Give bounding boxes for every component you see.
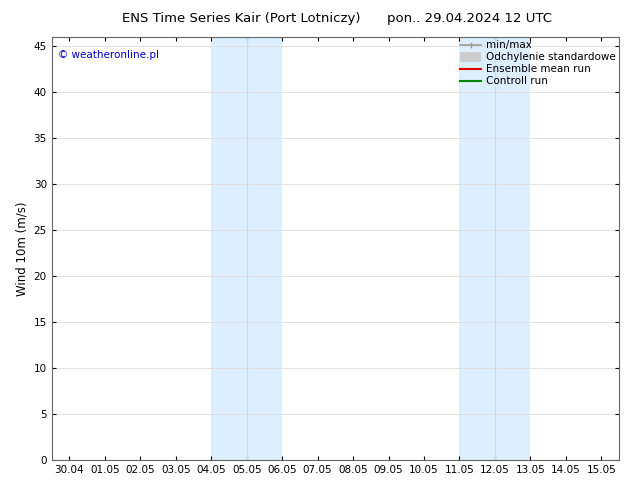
Bar xyxy=(460,37,531,460)
Text: ENS Time Series Kair (Port Lotniczy): ENS Time Series Kair (Port Lotniczy) xyxy=(122,12,360,25)
Text: © weatheronline.pl: © weatheronline.pl xyxy=(58,50,160,60)
Text: pon.. 29.04.2024 12 UTC: pon.. 29.04.2024 12 UTC xyxy=(387,12,552,25)
Legend: min/max, Odchylenie standardowe, Ensemble mean run, Controll run: min/max, Odchylenie standardowe, Ensembl… xyxy=(460,40,616,86)
Bar xyxy=(211,37,282,460)
Y-axis label: Wind 10m (m/s): Wind 10m (m/s) xyxy=(15,201,28,296)
